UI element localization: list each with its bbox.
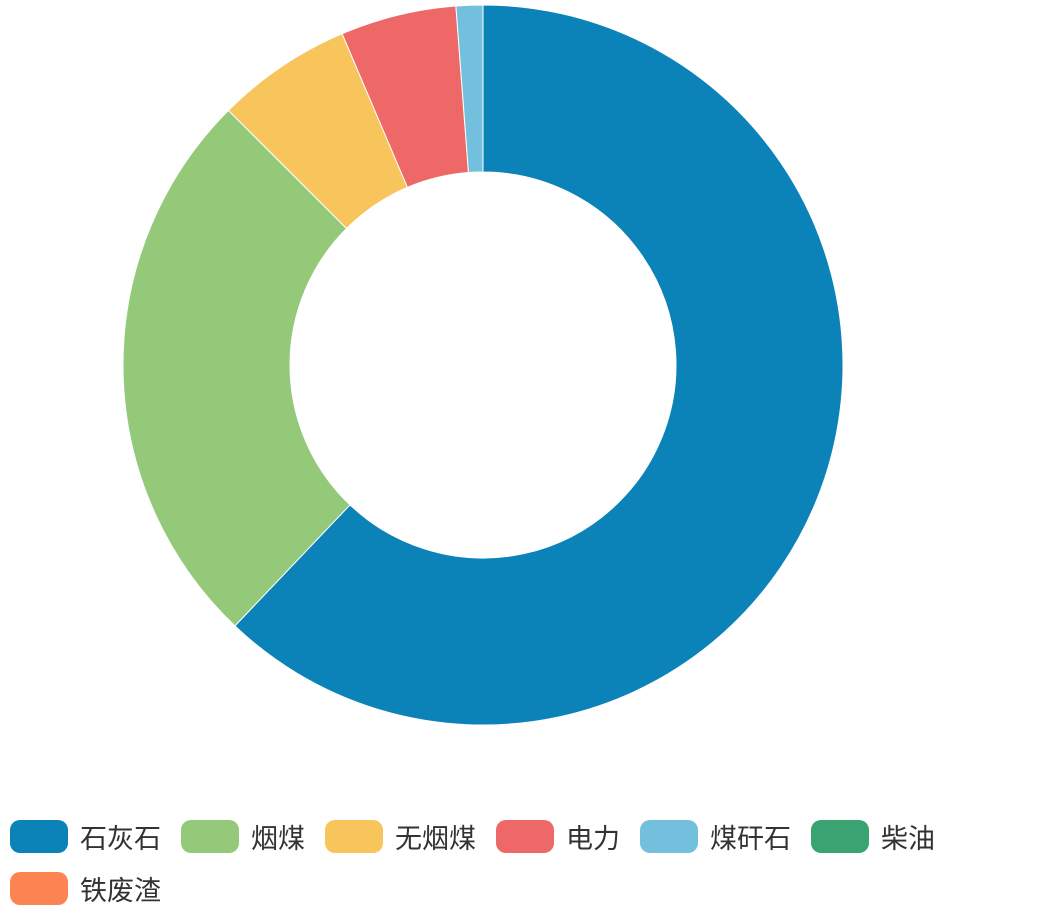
- legend-item-2[interactable]: 无烟煤: [325, 818, 476, 855]
- donut-slice-0[interactable]: [234, 4, 844, 726]
- legend-swatch: [10, 819, 68, 853]
- legend-swatch: [325, 819, 383, 853]
- donut-slice-4[interactable]: [455, 4, 484, 174]
- legend-label: 煤矸石: [710, 823, 791, 855]
- legend-label: 铁废渣: [80, 875, 161, 907]
- legend-swatch: [181, 819, 239, 853]
- legend-label: 石灰石: [80, 823, 161, 855]
- legend-item-4[interactable]: 煤矸石: [640, 818, 791, 855]
- legend-item-1[interactable]: 烟煤: [181, 818, 305, 855]
- legend-label: 柴油: [881, 823, 935, 855]
- legend-swatch: [496, 819, 554, 853]
- legend-swatch: [10, 871, 68, 905]
- donut-chart-svg: [122, 4, 844, 726]
- legend-item-6[interactable]: 铁废渣: [10, 870, 161, 907]
- legend-label: 电力: [566, 823, 620, 855]
- legend-label: 无烟煤: [395, 823, 476, 855]
- legend-item-0[interactable]: 石灰石: [10, 818, 161, 855]
- chart-legend: 石灰石 烟煤 无烟煤 电力 煤矸石 柴油铁废渣: [10, 818, 1030, 907]
- donut-chart: [122, 4, 844, 726]
- donut-slice-1[interactable]: [122, 109, 351, 627]
- legend-swatch: [640, 819, 698, 853]
- legend-item-5[interactable]: 柴油: [811, 818, 935, 855]
- legend-item-3[interactable]: 电力: [496, 818, 620, 855]
- legend-label: 烟煤: [251, 823, 305, 855]
- legend-swatch: [811, 819, 869, 853]
